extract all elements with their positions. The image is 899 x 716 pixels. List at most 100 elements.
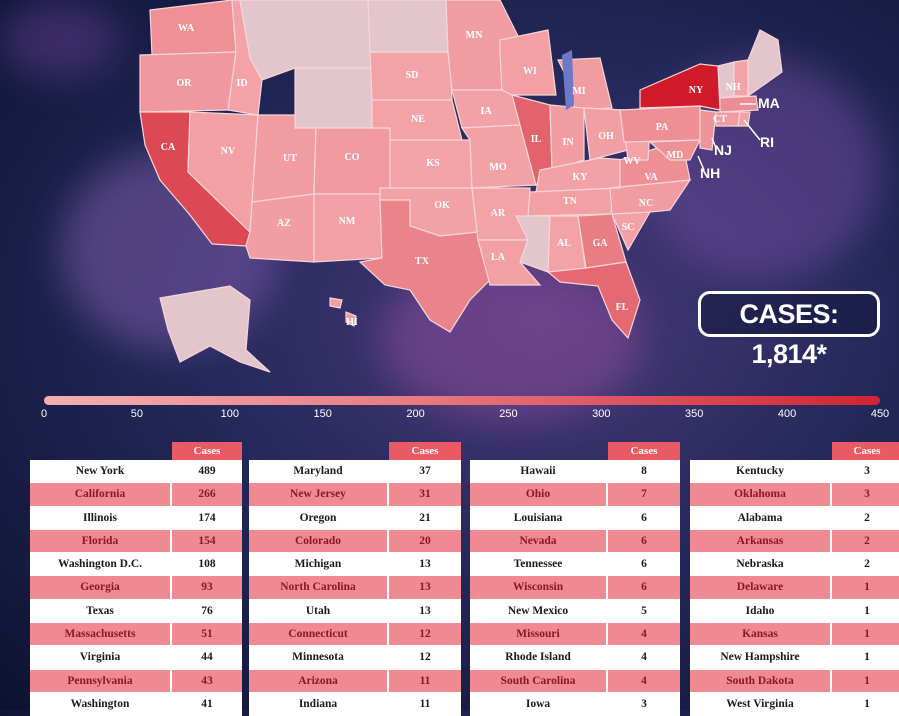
label-in: IN [562,137,574,148]
state-name: Michigan [249,553,387,576]
case-count: 12 [387,646,461,669]
label-tx: TX [415,256,430,267]
case-count: 93 [170,576,242,599]
table-row: Arizona 11 [249,669,461,693]
case-count: 5 [606,599,680,623]
table-row: Florida 154 [30,529,242,554]
table-row: Louisiana 6 [470,506,680,530]
label-hi: HI [346,317,358,328]
state-name: West Virginia [690,692,830,716]
table-row: Rhode Island 4 [470,646,680,670]
state-name: Nevada [470,529,606,553]
case-count: 1 [830,669,899,692]
table-row: Virginia 44 [30,646,242,670]
label-sd: SD [406,70,419,81]
label-or: OR [177,78,193,89]
case-count: 13 [387,553,461,576]
case-count: 2 [830,529,899,553]
state-name: New Jersey [249,483,387,506]
table-row: Connecticut 12 [249,623,461,647]
label-ar: AR [491,208,506,219]
label-oh: OH [598,131,614,142]
case-count: 4 [606,669,680,692]
cases-column-header: Cases [172,442,242,460]
label-wa: WA [178,23,195,34]
label-ny: NY [689,85,704,96]
label-al: AL [557,238,571,249]
label-nh: NH [726,82,741,93]
table-row: Delaware 1 [690,576,899,600]
label-va: VA [644,172,658,183]
table-row: New Mexico 5 [470,599,680,624]
case-count: 2 [830,506,899,529]
state-name: Texas [30,599,170,623]
table-row: Massachusetts 51 [30,623,242,647]
table-row: Maryland 37 [249,460,461,484]
label-ga: GA [593,238,609,249]
label-pa: PA [656,122,669,133]
scale-tick: 0 [40,408,48,420]
table-row: Colorado 20 [249,529,461,554]
state-name: New York [30,460,170,483]
case-count: 3 [830,483,899,506]
table-row: Idaho 1 [690,599,899,624]
case-count: 174 [170,506,242,529]
table-row: Washington 41 [30,692,242,716]
label-id: ID [236,78,247,89]
state-name: Pennsylvania [30,669,170,692]
scale-tick: 450 [870,408,890,420]
case-count: 51 [170,623,242,646]
label-ma-callout: MA [758,95,780,111]
table-row: Arkansas 2 [690,529,899,554]
state-wy [294,67,373,129]
table-row: South Carolina 4 [470,669,680,693]
cases-column-header: Cases [389,442,461,460]
cases-table-1: Cases New York 489 California 266 Illinois 174… [30,442,242,716]
label-sc: SC [622,222,635,233]
case-count: 8 [606,460,680,483]
case-count: 21 [387,506,461,529]
state-name: Minnesota [249,646,387,669]
state-name: Florida [30,529,170,553]
table-row: South Dakota 1 [690,669,899,693]
case-count: 3 [830,460,899,483]
label-ut: UT [283,153,297,164]
state-name: Arizona [249,669,387,692]
label-ks: KS [426,158,440,169]
state-name: Kansas [690,623,830,646]
state-name: South Carolina [470,669,606,692]
cases-table-2: Cases Maryland 37 New Jersey 31 Oregon 21 Color… [249,442,461,716]
label-nv: NV [221,146,236,157]
background-blob [0,0,120,80]
case-count: 266 [170,483,242,506]
total-cases-badge: CASES: 1,814* [698,291,880,369]
table-row: Hawaii 8 [470,460,680,484]
table-row: West Virginia 1 [690,692,899,716]
state-name: Oregon [249,506,387,529]
state-name: Iowa [470,692,606,716]
label-md: MD [667,150,684,161]
state-name: New Mexico [470,599,606,623]
case-count: 1 [830,599,899,623]
table-row: Washington D.C. 108 [30,553,242,577]
state-wi [499,29,557,96]
scale-tick: 100 [220,408,239,420]
label-nm: NM [339,216,356,227]
state-mo [460,124,537,189]
table-row: Iowa 3 [470,692,680,716]
state-name: Louisiana [470,506,606,529]
label-ia: IA [480,106,492,117]
state-hi [329,297,357,327]
state-name: California [30,483,170,506]
state-name: New Hampshire [690,646,830,669]
table-row: Minnesota 12 [249,646,461,670]
scale-tick: 400 [777,408,797,420]
state-name: Connecticut [249,623,387,646]
case-count: 1 [830,692,899,716]
state-name: Washington D.C. [30,553,170,576]
case-count: 20 [387,529,461,553]
table-row: Ohio 7 [470,483,680,507]
state-name: Virginia [30,646,170,669]
case-count: 108 [170,553,242,576]
table-row: Oregon 21 [249,506,461,530]
